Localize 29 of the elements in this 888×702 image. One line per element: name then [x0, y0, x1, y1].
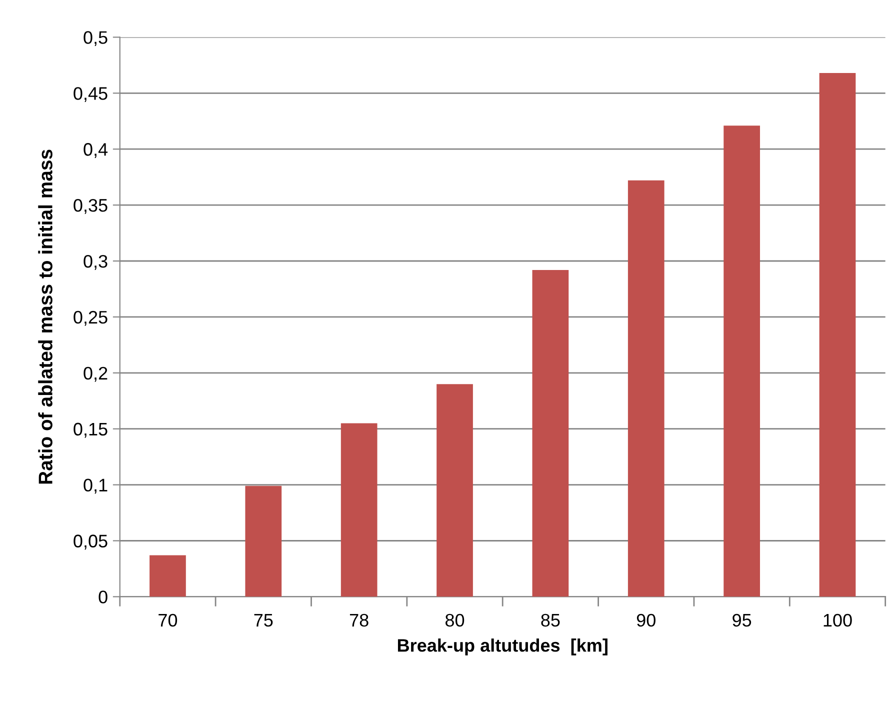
x-tick-label: 100 [824, 614, 852, 627]
bar [340, 423, 378, 597]
bar [628, 180, 664, 597]
y-tick-label: 0,25 [74, 310, 108, 326]
y-tick-label: 0,1 [84, 478, 108, 494]
x-tick-label: 80 [446, 614, 464, 627]
y-tick-label: 0,15 [74, 422, 108, 438]
bar [245, 486, 282, 597]
y-tick-label: 0,4 [84, 143, 108, 158]
bar [532, 270, 569, 597]
y-tick-label: 0,35 [74, 198, 108, 214]
y-tick-label: 0,05 [74, 534, 108, 550]
x-tick-label: 78 [350, 614, 368, 627]
x-tick-label: 85 [541, 614, 560, 627]
x-tick-label: 75 [254, 614, 273, 627]
x-axis-title: Break-up altutudes [km] [398, 638, 608, 656]
bar [150, 555, 186, 597]
y-tick-label: 0,5 [84, 31, 108, 46]
y-tick-label: 0,45 [74, 87, 108, 102]
bar [436, 384, 473, 597]
x-tick-label: 90 [636, 614, 656, 627]
bar [819, 73, 856, 597]
y-axis-title: Ratio of ablated mass to initial mass [38, 150, 52, 484]
x-tick-label: 70 [158, 614, 178, 627]
y-tick-label: 0,2 [84, 366, 108, 382]
y-tick-label: 0 [98, 590, 108, 604]
x-tick-label: 95 [732, 614, 752, 627]
y-tick-label: 0,3 [84, 254, 108, 270]
bar [724, 126, 760, 597]
